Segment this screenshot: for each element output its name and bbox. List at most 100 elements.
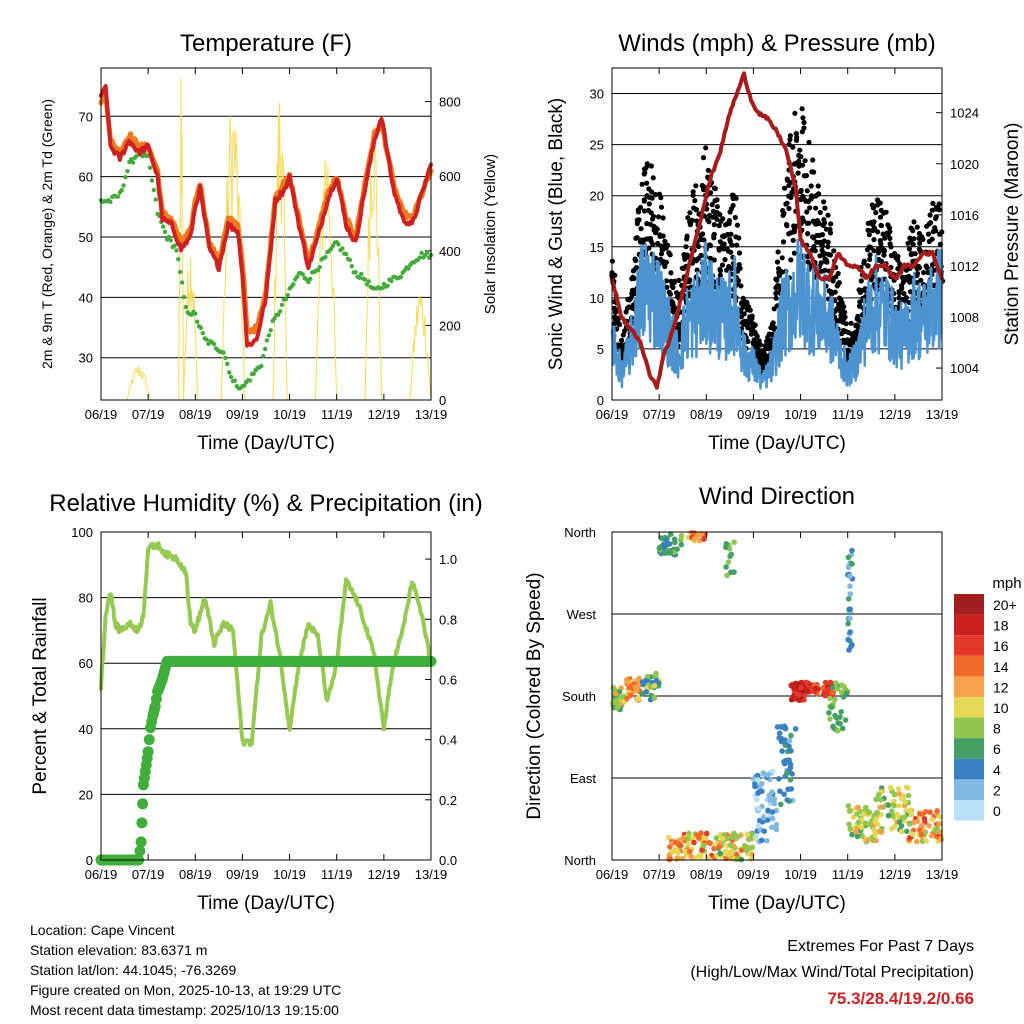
- direction-point: [624, 679, 631, 685]
- dewpoint-point: [279, 302, 285, 307]
- x-axis-label: Time (Day/UTC): [708, 433, 846, 454]
- gust-point: [670, 284, 676, 291]
- direction-point: [839, 725, 846, 732]
- gust-point: [819, 232, 826, 238]
- y-right-tick-label: 0: [439, 393, 446, 408]
- gust-point: [800, 115, 806, 121]
- gust-point: [817, 209, 823, 216]
- legend-label: 16: [993, 638, 1009, 654]
- direction-point: [643, 677, 649, 684]
- gust-point: [730, 202, 736, 209]
- temp-2m-line: [99, 84, 433, 348]
- extremes-title: Extremes For Past 7 Days: [787, 938, 974, 955]
- gust-point: [888, 244, 894, 250]
- direction-point: [701, 536, 707, 542]
- x-tick-label: 10/19: [273, 407, 306, 422]
- gust-point: [871, 248, 877, 254]
- direction-point: [784, 797, 790, 803]
- dewpoint-point: [193, 311, 198, 316]
- solar-insolation-line: [364, 125, 382, 401]
- direction-point: [697, 537, 703, 544]
- gust-point: [842, 309, 848, 315]
- direction-point: [727, 842, 734, 848]
- dewpoint-point: [174, 248, 179, 253]
- direction-point: [791, 685, 798, 691]
- gust-point: [799, 106, 805, 112]
- station-elevation: Station elevation: 83.6371 m: [30, 942, 208, 958]
- direction-point: [776, 730, 783, 736]
- x-tick-label: 12/19: [879, 867, 912, 882]
- dewpoint-point: [247, 378, 253, 383]
- y-tick-label: North: [564, 853, 596, 868]
- gust-point: [752, 322, 758, 328]
- gust-point: [747, 307, 753, 313]
- gust-point: [873, 210, 879, 216]
- dewpoint-point: [379, 286, 385, 291]
- direction-point: [755, 777, 761, 783]
- dewpoint-point: [179, 280, 185, 285]
- gust-point: [871, 225, 878, 231]
- relative-humidity-line: [99, 541, 433, 748]
- direction-point: [904, 828, 910, 835]
- dewpoint-point: [362, 277, 368, 282]
- direction-point: [847, 615, 853, 622]
- legend-label: 12: [993, 679, 1009, 695]
- gust-point: [877, 200, 883, 206]
- direction-point: [838, 689, 845, 696]
- gust-point: [811, 244, 817, 250]
- x-tick-label: 11/19: [832, 867, 864, 882]
- gust-point: [716, 247, 722, 253]
- gust-point: [650, 175, 656, 181]
- gust-point: [903, 295, 909, 301]
- direction-point: [784, 770, 790, 777]
- gust-point: [907, 279, 913, 285]
- direction-point: [755, 806, 762, 812]
- direction-point: [760, 770, 767, 776]
- gust-point: [798, 154, 804, 160]
- gust-point: [930, 200, 936, 207]
- direction-point: [847, 606, 853, 612]
- direction-point: [837, 720, 843, 727]
- direction-point: [914, 838, 920, 845]
- direction-point: [778, 801, 784, 808]
- direction-point: [614, 704, 621, 711]
- gust-point: [875, 250, 882, 256]
- x-tick-label: 13/19: [926, 407, 959, 422]
- dewpoint-point: [291, 282, 296, 287]
- gust-point: [805, 231, 811, 237]
- gust-point: [664, 242, 671, 248]
- legend-label: 8: [993, 721, 1001, 737]
- direction-point: [833, 680, 839, 686]
- direction-point: [855, 819, 862, 826]
- gust-point: [801, 119, 807, 126]
- gust-point: [822, 205, 828, 211]
- gust-point: [910, 241, 916, 248]
- direction-point: [680, 834, 687, 841]
- dewpoint-point: [172, 243, 177, 248]
- gust-point: [660, 233, 666, 239]
- dewpoint-point: [349, 264, 354, 269]
- direction-point: [827, 679, 834, 686]
- gust-point: [687, 277, 693, 283]
- direction-point: [776, 776, 782, 782]
- y-right-tick-label: 0.8: [439, 612, 457, 627]
- y-right-tick-label: 0.6: [439, 672, 457, 687]
- direction-point: [661, 542, 668, 548]
- gust-point: [877, 214, 884, 220]
- gust-point: [822, 251, 828, 257]
- gust-point: [776, 273, 783, 279]
- direction-point: [928, 833, 935, 839]
- station-pressure-line: [610, 71, 944, 390]
- gust-point: [798, 187, 804, 193]
- gust-point: [899, 285, 905, 292]
- gust-point: [726, 218, 733, 224]
- direction-point: [788, 748, 794, 754]
- gust-point: [916, 265, 923, 271]
- dewpoint-point: [115, 194, 121, 199]
- direction-point: [918, 831, 925, 838]
- gust-point: [685, 215, 691, 221]
- gust-point: [774, 259, 781, 265]
- gust-point: [633, 257, 639, 264]
- dewpoint-point: [340, 246, 345, 251]
